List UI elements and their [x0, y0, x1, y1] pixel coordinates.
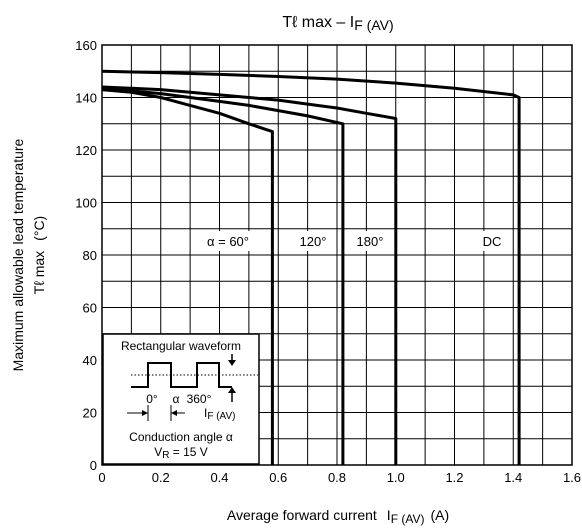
inset-waveform-line — [131, 362, 232, 388]
series-line-0 — [101, 88, 274, 465]
y-tick-label: 100 — [75, 196, 97, 211]
x-axis-label-sym: I — [387, 507, 391, 523]
x-tick-label: 1.0 — [387, 470, 405, 485]
x-tick-label: 1.2 — [445, 470, 463, 485]
x-axis-label-main: Average forward current — [227, 507, 377, 523]
series-line-1 — [101, 88, 345, 465]
x-tick-label: 0.6 — [269, 470, 287, 485]
y-tick-label: 140 — [75, 91, 97, 106]
y-axis-label-sym: Tℓ max — [31, 251, 47, 294]
y-axis-label-line1: Maximum allowable lead temperature — [10, 138, 26, 371]
inset-caption-line1: Conduction angle α — [129, 430, 233, 444]
x-tick-label: 1.6 — [563, 470, 581, 485]
y-tick-label: 0 — [90, 458, 97, 473]
inset-label-360: 360° — [187, 392, 212, 406]
inset-frame — [102, 333, 260, 465]
series-lines — [101, 69, 521, 465]
inset-label-if: IF (AV) — [204, 406, 236, 422]
x-tick-label: 1.4 — [504, 470, 522, 485]
inset-label-alpha: α — [173, 392, 180, 406]
plot-frame — [101, 44, 573, 466]
grid — [102, 45, 572, 465]
y-tick-label: 60 — [83, 301, 97, 316]
chart-title: Tℓ max – IF (AV) — [282, 14, 393, 33]
series-label-60: α = 60° — [207, 234, 249, 249]
inset-caption-vr: VR = 15 V — [154, 445, 208, 461]
chart-title-main: Tℓ max – I — [282, 14, 354, 31]
axis-ticks: 0 0.2 0.4 0.6 0.8 1.0 1.2 1.4 1.6 0 20 40 60 80 100 120… — [75, 38, 581, 485]
series-line-2 — [101, 85, 398, 465]
x-axis-label-sub: F (AV) — [391, 512, 425, 526]
y-tick-label: 80 — [83, 248, 97, 263]
series-line-3 — [101, 69, 521, 465]
x-tick-label: 0.4 — [210, 470, 228, 485]
x-tick-label: 0 — [98, 470, 105, 485]
inset-title: Rectangular waveform — [121, 339, 241, 353]
y-tick-label: 40 — [83, 353, 97, 368]
inset-waveform: Rectangular waveform 0° α 360° IF (AV) C… — [102, 333, 260, 465]
y-tick-label: 120 — [75, 143, 97, 158]
x-tick-label: 0.8 — [328, 470, 346, 485]
y-tick-label: 160 — [75, 38, 97, 53]
x-axis-label: Average forward current IF (AV) (A) — [227, 507, 449, 526]
y-tick-label: 20 — [83, 406, 97, 421]
x-tick-label: 0.2 — [152, 470, 170, 485]
series-label-180: 180° — [357, 234, 384, 249]
y-axis-label-line2: Tℓ max (°C) — [31, 216, 47, 294]
x-axis-label-unit: (A) — [430, 507, 449, 523]
inset-label-0: 0° — [146, 392, 158, 406]
series-label-group: α = 60° 120° 180° DC — [192, 231, 512, 251]
series-label-120: 120° — [300, 234, 327, 249]
chart-title-sub: F (AV) — [354, 17, 393, 33]
series-label-dc: DC — [483, 234, 502, 249]
y-axis-label-unit: (°C) — [31, 216, 47, 241]
